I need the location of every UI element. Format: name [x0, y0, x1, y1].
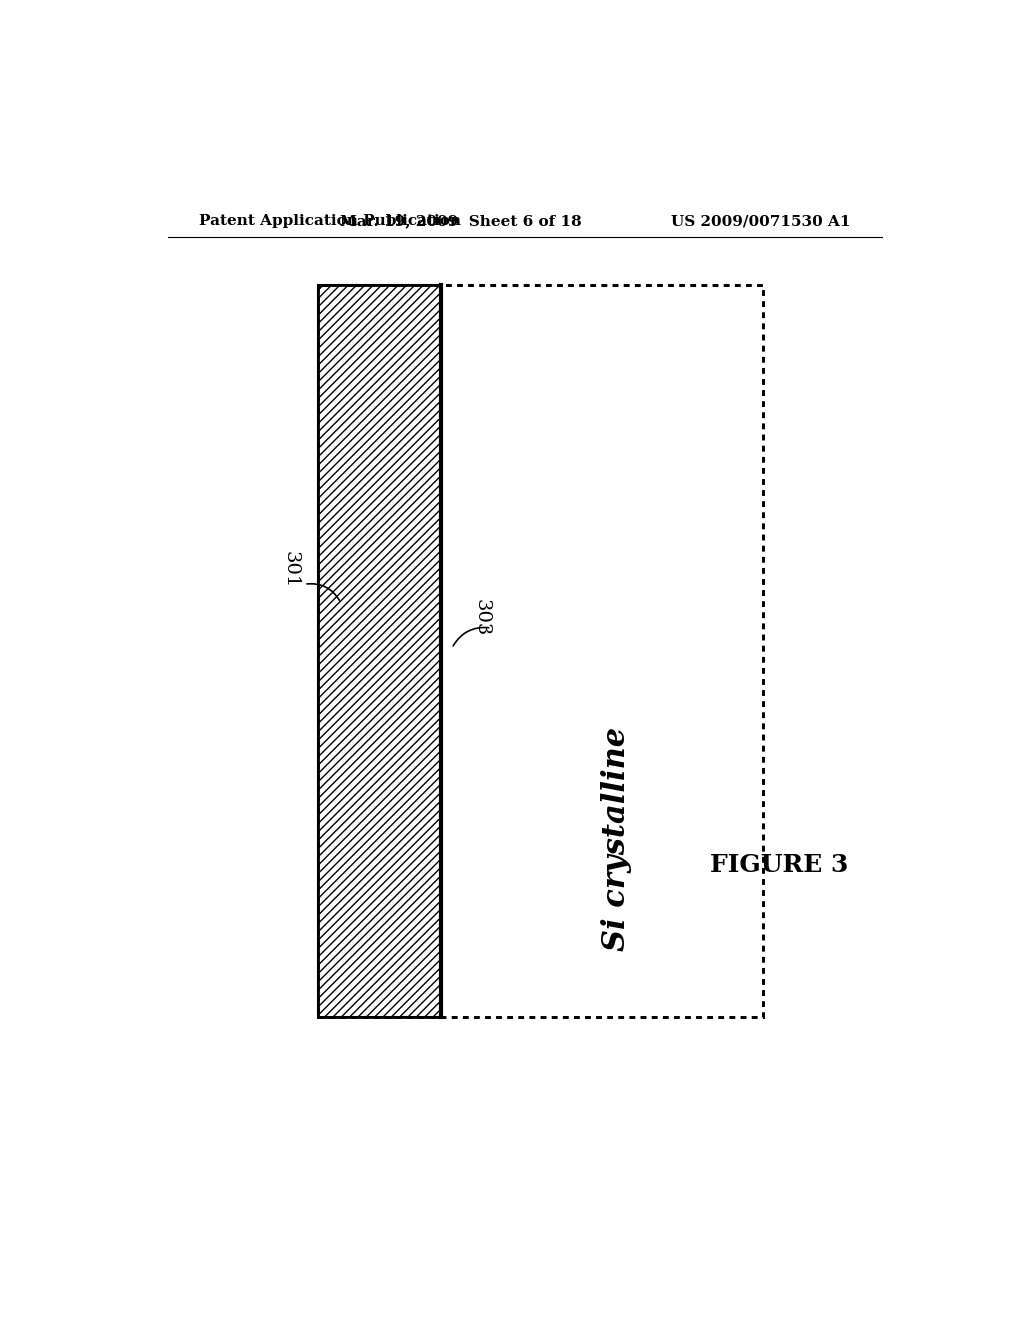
Text: Mar. 19, 2009  Sheet 6 of 18: Mar. 19, 2009 Sheet 6 of 18: [340, 214, 583, 228]
Text: US 2009/0071530 A1: US 2009/0071530 A1: [671, 214, 850, 228]
Bar: [318, 285, 763, 1018]
Text: 301: 301: [282, 552, 300, 589]
Text: Patent Application Publication: Patent Application Publication: [200, 214, 462, 228]
Text: Si crystalline: Si crystalline: [600, 727, 632, 952]
FancyArrowPatch shape: [307, 583, 339, 601]
Bar: [318, 285, 441, 1018]
FancyArrowPatch shape: [454, 627, 488, 645]
Bar: [318, 285, 763, 1018]
Text: FIGURE 3: FIGURE 3: [710, 853, 848, 876]
Text: 303: 303: [472, 599, 490, 636]
